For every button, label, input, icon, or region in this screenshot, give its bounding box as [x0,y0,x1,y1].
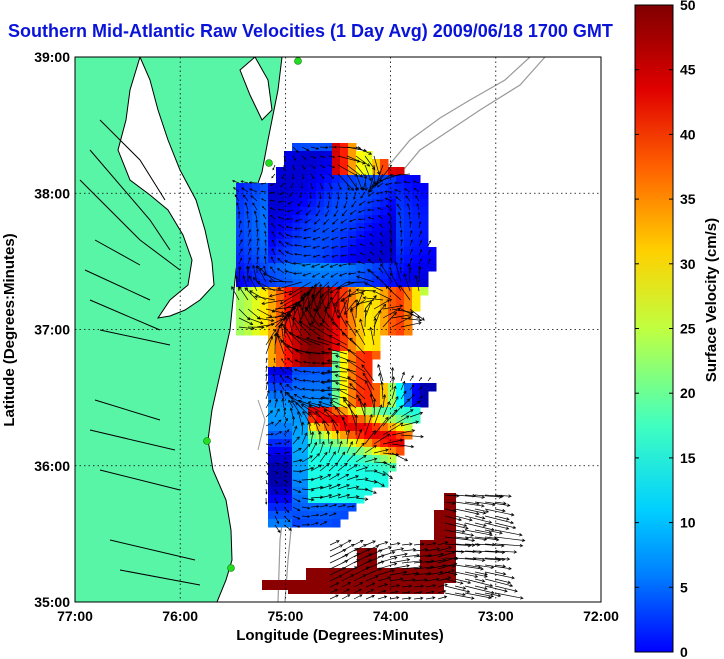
x-tick-label: 74:00 [373,608,409,624]
colorbar-tick-label: 25 [680,321,696,337]
y-tick-label: 39:00 [34,49,70,65]
x-tick-label: 75:00 [267,608,303,624]
colorbar-tick-label: 20 [680,385,696,401]
colorbar-ticks: 0 5 10 15 20 25 30 35 40 45 50 [635,0,696,659]
colorbar-tick-label: 0 [680,644,688,659]
y-tick-label: 37:00 [34,322,70,338]
colorbar-tick-label: 15 [680,450,696,466]
x-tick-label: 72:00 [583,608,619,624]
radar-stations [203,57,302,572]
velocity-vectors [231,145,526,600]
colorbar-tick-label: 45 [680,62,696,78]
colorbar-tick-label: 40 [680,126,696,142]
y-axis-label: Latitude (Degrees:Minutes) [1,233,18,426]
y-tick-label: 36:00 [34,458,70,474]
colorbar-tick-label: 35 [680,191,696,207]
velocity-cell [434,510,448,580]
x-tick-label: 76:00 [162,608,198,624]
y-tick-label: 38:00 [34,185,70,201]
velocity-cell [262,580,288,590]
y-axis-ticks: 39:00 38:00 37:00 36:00 35:00 [34,49,70,610]
graticule-grid [75,57,601,602]
x-tick-label: 77:00 [57,608,93,624]
x-tick-label: 73:00 [478,608,514,624]
colorbar-tick-label: 5 [680,579,688,595]
plot-frame [74,56,602,603]
x-axis-label: Longitude (Degrees:Minutes) [236,627,444,644]
map-title: Southern Mid-Atlantic Raw Velocities (1 … [8,21,613,41]
colorbar-tick-label: 30 [680,256,696,272]
chesapeake-bay [117,57,215,319]
velocity-cell [306,568,444,582]
x-axis-ticks: 77:00 76:00 75:00 74:00 73:00 72:00 [57,608,619,624]
colorbar-label: Surface Velocity (cm/s) [703,218,720,382]
colorbar [634,4,674,653]
colorbar-tick-label: 10 [680,515,696,531]
y-tick-label: 35:00 [34,594,70,610]
colorbar-tick-label: 50 [680,0,696,13]
